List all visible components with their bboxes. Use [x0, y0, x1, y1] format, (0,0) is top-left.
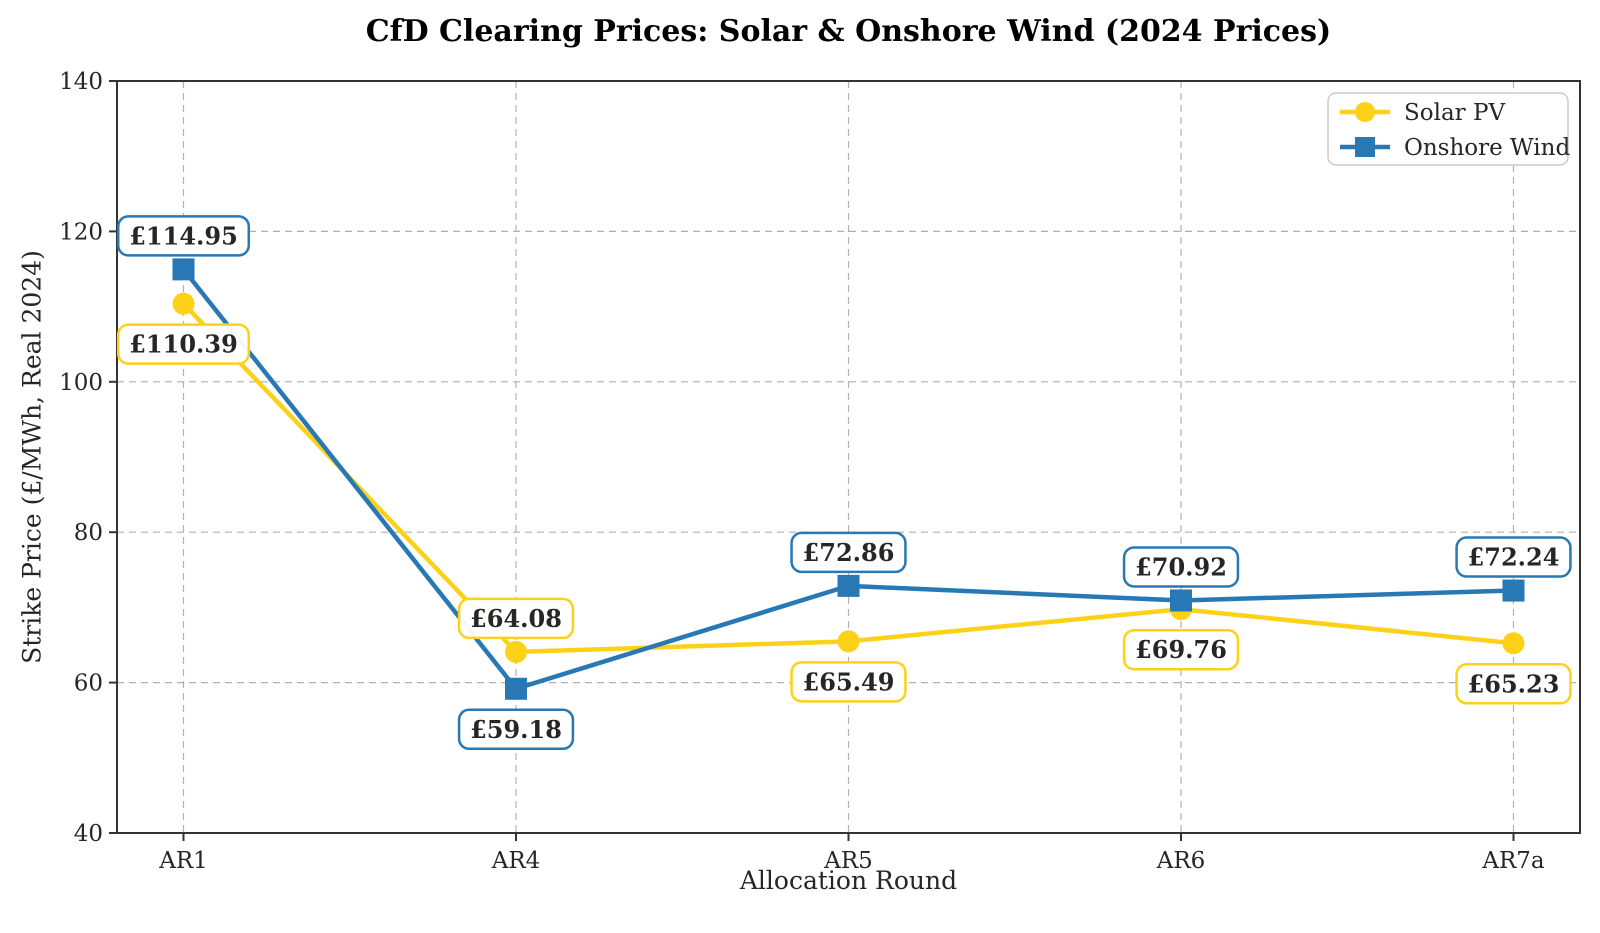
data-label: £59.18	[457, 708, 575, 751]
data-label: £64.08	[457, 597, 575, 640]
data-label-text: £69.76	[1135, 635, 1227, 664]
data-label: £65.49	[790, 661, 907, 703]
data-point-marker	[505, 640, 527, 663]
data-point-marker	[837, 574, 860, 597]
data-point-marker	[1170, 589, 1192, 612]
y-tick-label: 40	[74, 821, 103, 847]
data-point-marker	[505, 677, 527, 700]
x-tick-label: AR5	[823, 848, 873, 874]
gridlines	[117, 80, 1580, 834]
legend-circle-marker-icon	[1355, 102, 1375, 122]
data-label: £114.95	[116, 215, 251, 257]
data-label-text: £110.39	[129, 330, 238, 359]
data-label-box	[1455, 536, 1572, 578]
y-tick-label: 140	[59, 69, 103, 95]
data-label-text: £72.24	[1468, 543, 1560, 572]
data-label-box	[457, 597, 575, 640]
x-tick-label: AR6	[1156, 848, 1206, 874]
y-axis-label: Strike Price (£/MWh, Real 2024)	[17, 250, 47, 664]
data-label-box	[116, 323, 251, 365]
legend-label: Solar PV	[1404, 100, 1505, 126]
chart-title: CfD Clearing Prices: Solar & Onshore Win…	[365, 14, 1332, 49]
y-tick-label: 80	[74, 520, 103, 546]
legend-label: Onshore Wind	[1404, 135, 1570, 161]
data-label: £69.76	[1122, 628, 1240, 671]
legend-item-onshore-wind: Onshore Wind	[1340, 135, 1570, 161]
data-label-box	[1455, 663, 1572, 705]
data-label: £72.86	[790, 531, 907, 574]
data-point-marker	[1502, 632, 1525, 655]
y-tick-label: 100	[59, 370, 103, 396]
data-label-text: £59.18	[470, 715, 562, 744]
data-label-box	[1122, 546, 1240, 588]
data-label-text: £65.23	[1468, 669, 1560, 698]
legend-square-marker-icon	[1355, 137, 1375, 157]
x-tick-label: AR4	[491, 848, 541, 874]
axis-ticks: 40 60 80 100 120 140 AR1 AR4 AR5 AR6 AR7a	[59, 69, 1545, 874]
data-label: £72.24	[1455, 536, 1572, 578]
data-label-box	[790, 531, 907, 574]
y-tick-label: 60	[74, 671, 103, 697]
data-label-box	[457, 708, 575, 751]
data-label-text: £64.08	[470, 604, 562, 633]
legend: Solar PV Onshore Wind	[1327, 92, 1570, 166]
data-label-box	[1122, 628, 1240, 671]
x-tick-label: AR1	[158, 848, 208, 874]
x-tick-label: AR7a	[1481, 848, 1545, 874]
series-onshore-wind	[172, 258, 1525, 700]
data-label-box	[790, 661, 907, 703]
x-axis-label: Allocation Round	[739, 866, 958, 895]
data-point-marker	[172, 258, 195, 281]
data-label-text: £70.92	[1135, 552, 1227, 581]
data-label-text: £65.49	[803, 667, 895, 696]
data-label-box	[116, 215, 251, 257]
data-label: £70.92	[1122, 546, 1240, 588]
data-label-text: £72.86	[803, 538, 895, 567]
data-label-text: £114.95	[129, 221, 238, 250]
legend-item-solar-pv: Solar PV	[1340, 100, 1505, 126]
data-point-marker	[1502, 579, 1525, 602]
data-point-marker	[172, 292, 195, 315]
data-point-marker	[837, 630, 860, 653]
y-tick-label: 120	[59, 219, 103, 245]
data-label: £110.39	[116, 323, 251, 365]
data-label: £65.23	[1455, 663, 1572, 705]
